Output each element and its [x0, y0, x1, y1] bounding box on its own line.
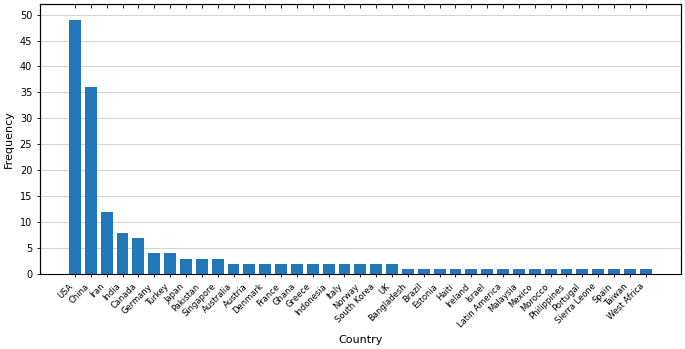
Bar	[275, 264, 287, 274]
Bar	[497, 269, 509, 274]
Bar	[576, 269, 588, 274]
Bar	[640, 269, 651, 274]
X-axis label: Country: Country	[338, 335, 382, 345]
Bar	[132, 238, 145, 274]
Bar	[180, 259, 192, 274]
Bar	[434, 269, 445, 274]
Bar	[116, 233, 129, 274]
Bar	[418, 269, 429, 274]
Bar	[545, 269, 557, 274]
Bar	[560, 269, 573, 274]
Bar	[85, 87, 97, 274]
Bar	[212, 259, 223, 274]
Bar	[386, 264, 398, 274]
Bar	[449, 269, 462, 274]
Bar	[148, 253, 160, 274]
Bar	[291, 264, 303, 274]
Bar	[69, 20, 81, 274]
Y-axis label: Frequency: Frequency	[4, 110, 14, 168]
Bar	[371, 264, 382, 274]
Bar	[323, 264, 334, 274]
Bar	[529, 269, 540, 274]
Bar	[307, 264, 319, 274]
Bar	[513, 269, 525, 274]
Bar	[227, 264, 240, 274]
Bar	[101, 212, 112, 274]
Bar	[402, 269, 414, 274]
Bar	[338, 264, 351, 274]
Bar	[164, 253, 176, 274]
Bar	[465, 269, 477, 274]
Bar	[482, 269, 493, 274]
Bar	[624, 269, 636, 274]
Bar	[196, 259, 208, 274]
Bar	[354, 264, 366, 274]
Bar	[593, 269, 604, 274]
Bar	[608, 269, 620, 274]
Bar	[243, 264, 256, 274]
Bar	[259, 264, 271, 274]
